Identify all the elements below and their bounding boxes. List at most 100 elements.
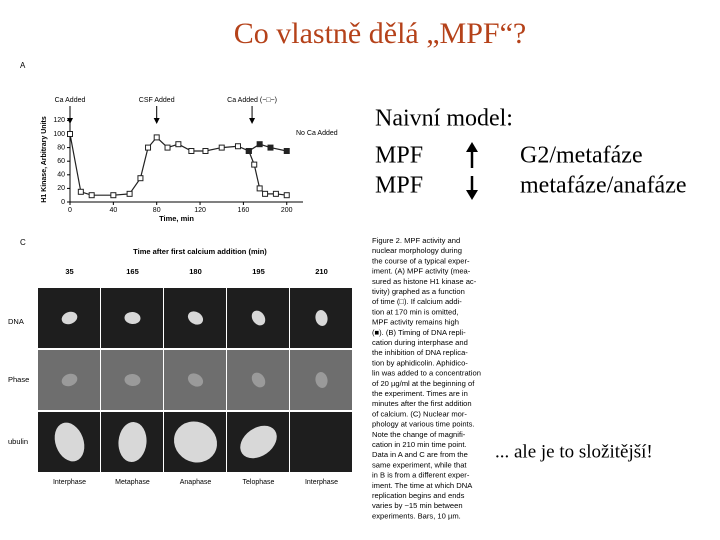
caption-line: cation in 210 min time point. xyxy=(372,440,467,449)
y-tick-label: 60 xyxy=(57,158,65,165)
caption-line: tivity) graphed as a function xyxy=(372,287,465,296)
x-tick-label: 200 xyxy=(281,207,293,214)
annotation: Ca Added xyxy=(55,97,86,104)
data-point xyxy=(67,131,73,137)
caption-line: minutes after the first addition xyxy=(372,399,472,408)
caption-line: (■). (B) Timing of DNA repli- xyxy=(372,328,466,337)
cell xyxy=(251,310,266,326)
data-point xyxy=(88,192,95,199)
y-tick-label: 80 xyxy=(57,144,65,151)
model-term: MPF xyxy=(375,143,423,169)
caption-line: tion by aphidicolin. Aphidico- xyxy=(372,358,468,367)
arrow-down xyxy=(466,176,478,200)
x-tick-label: 40 xyxy=(109,207,117,214)
caption-line: Note the change of magnifi- xyxy=(372,430,466,439)
cell xyxy=(173,421,218,463)
y-tick-label: 100 xyxy=(53,131,65,138)
annotation-arrowhead xyxy=(249,118,256,124)
legend-label: No Ca Added xyxy=(296,130,338,137)
time-label: 165 xyxy=(126,267,139,276)
caption-line: sured as histone H1 kinase ac- xyxy=(372,277,477,286)
caption-line: MPF activity remains high xyxy=(372,318,459,327)
cell xyxy=(118,422,147,462)
x-tick-label: 80 xyxy=(153,207,161,214)
caption-line: experiments. Bars, 10 µm. xyxy=(372,511,461,520)
data-point xyxy=(153,134,160,141)
caption-line: Figure 2. MPF activity and xyxy=(372,236,460,245)
x-tick-label: 0 xyxy=(68,207,72,214)
cell xyxy=(315,310,328,326)
caption-line: the course of a typical exper- xyxy=(372,256,470,265)
micrograph xyxy=(290,412,352,472)
panel-label: A xyxy=(20,61,26,70)
cell xyxy=(187,373,204,387)
note: ... ale je to složitější! xyxy=(495,441,653,462)
arrow-up xyxy=(466,142,478,168)
caption-line: replication begins and ends xyxy=(372,491,465,500)
data-point xyxy=(256,141,263,148)
data-point xyxy=(283,192,290,199)
caption-line: of 20 µg/ml at the beginning of xyxy=(372,379,475,388)
model-term: MPF xyxy=(375,173,423,199)
panel-label: C xyxy=(20,238,26,247)
caption-line: same experiment, while that xyxy=(372,460,467,469)
data-point xyxy=(283,148,290,154)
caption-line: of calcium. (C) Nuclear mor- xyxy=(372,409,467,418)
time-label: 180 xyxy=(189,267,202,276)
data-point xyxy=(137,175,144,182)
data-point xyxy=(188,148,195,154)
caption-line: the inhibition of DNA replica- xyxy=(372,348,468,357)
data-point xyxy=(110,192,117,199)
phase-label: Metaphase xyxy=(115,479,150,486)
row-label: DNA xyxy=(8,317,24,326)
caption-line: phology at various time points. xyxy=(372,420,475,429)
data-point xyxy=(202,148,209,154)
x-tick-label: 160 xyxy=(238,207,250,214)
annotation-arrowhead xyxy=(153,118,160,124)
phase-label: Interphase xyxy=(53,479,86,486)
cell xyxy=(240,425,277,459)
data-point xyxy=(218,144,225,151)
slide-title: Co vlastně dělá „MPF“? xyxy=(234,17,526,50)
annotation: Ca Added (−□−) xyxy=(227,97,277,104)
x-tick-label: 120 xyxy=(194,207,206,214)
cell xyxy=(251,372,266,388)
cell xyxy=(187,311,204,325)
phase-label: Telophase xyxy=(243,479,275,486)
model-phase: G2/metafáze xyxy=(520,143,643,169)
caption-line: Data in A and C are from the xyxy=(372,450,468,459)
phase-label: Interphase xyxy=(305,479,338,486)
data-point xyxy=(145,144,152,151)
panel-header: Time after first calcium addition (min) xyxy=(133,247,267,256)
y-axis-label: H1 Kinase, Arbitrary Units xyxy=(41,116,48,203)
caption-line: of time (□). If calcium addi- xyxy=(372,297,462,306)
row-label: ubulin xyxy=(8,437,28,446)
data-point xyxy=(175,141,182,148)
caption-line: iment. The time at which DNA xyxy=(372,481,473,490)
caption-line: nuclear morphology during xyxy=(372,246,462,255)
data-point xyxy=(272,190,279,197)
caption-line: varies by ~15 min between xyxy=(372,501,463,510)
row-label: Phase xyxy=(8,375,29,384)
cell xyxy=(124,311,141,325)
data-point xyxy=(126,190,133,197)
data-point xyxy=(256,185,263,192)
y-tick-label: 20 xyxy=(57,185,65,192)
phase-label: Anaphase xyxy=(180,479,212,486)
time-label: 210 xyxy=(315,267,328,276)
caption-line: lin was added to a concentration xyxy=(372,369,481,378)
time-label: 195 xyxy=(252,267,265,276)
data-point xyxy=(251,161,258,168)
data-point xyxy=(262,190,269,197)
model-phase: metafáze/anafáze xyxy=(520,173,687,199)
model-heading: Naivní model: xyxy=(375,106,513,132)
caption-line: iment. (A) MPF activity (mea- xyxy=(372,267,471,276)
cell xyxy=(61,373,78,387)
y-tick-label: 40 xyxy=(57,172,65,179)
y-tick-label: 120 xyxy=(53,117,65,124)
data-point xyxy=(164,144,171,151)
y-tick-label: 0 xyxy=(61,199,65,206)
cell xyxy=(54,422,85,462)
series-line xyxy=(248,143,287,152)
